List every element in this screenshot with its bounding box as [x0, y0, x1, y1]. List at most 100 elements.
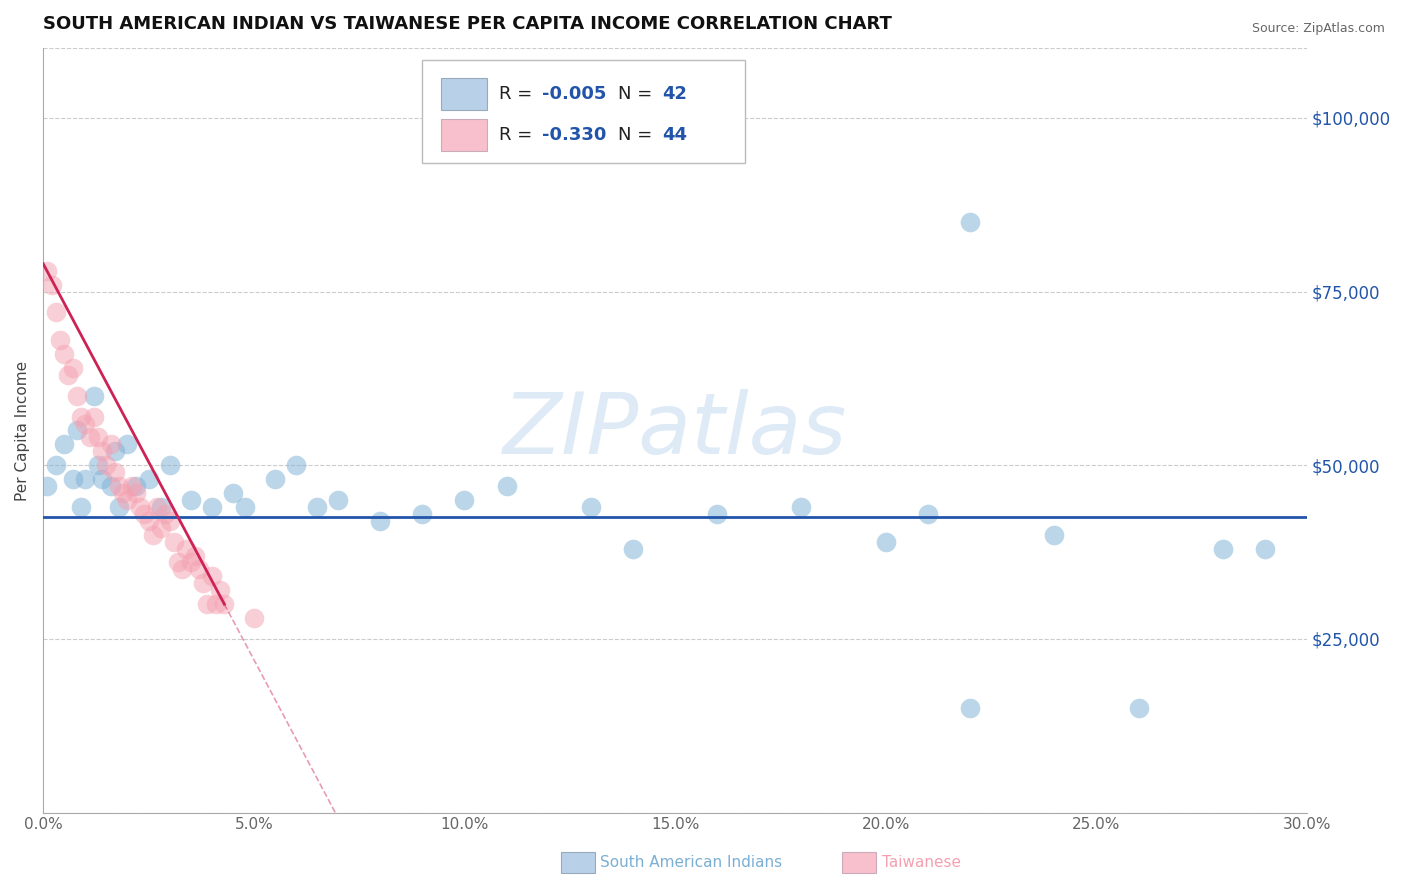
Point [959, 215, 981, 229]
Point [917, 507, 939, 521]
Point [326, 492, 349, 507]
Point [579, 500, 602, 514]
FancyBboxPatch shape [422, 60, 745, 163]
Point [104, 465, 127, 479]
Point [91, 444, 114, 458]
Point [70, 409, 93, 424]
Point [180, 556, 202, 570]
Point [1043, 527, 1066, 541]
Point [621, 541, 644, 556]
Text: R =: R = [499, 126, 538, 144]
Text: N =: N = [619, 126, 658, 144]
Point [209, 583, 232, 598]
Point [205, 597, 228, 611]
Text: 42: 42 [662, 86, 688, 103]
Text: ZIPatlas: ZIPatlas [503, 389, 848, 472]
Text: 44: 44 [662, 126, 688, 144]
FancyBboxPatch shape [441, 78, 486, 111]
Point [1128, 701, 1150, 715]
Text: Source: ZipAtlas.com: Source: ZipAtlas.com [1251, 22, 1385, 36]
Point [193, 576, 215, 591]
Point [146, 500, 169, 514]
Point [138, 472, 160, 486]
Point [159, 514, 181, 528]
Point [959, 701, 981, 715]
Point [1212, 541, 1234, 556]
Point [706, 507, 728, 521]
Point [87, 458, 110, 473]
Point [790, 500, 813, 514]
Point [53, 347, 76, 361]
Point [121, 479, 143, 493]
Point [125, 486, 148, 500]
Point [138, 514, 160, 528]
Text: Taiwanese: Taiwanese [882, 855, 960, 870]
Text: -0.330: -0.330 [543, 126, 607, 144]
Point [62, 472, 84, 486]
Text: N =: N = [619, 86, 658, 103]
Point [305, 500, 328, 514]
Point [495, 479, 517, 493]
Text: SOUTH AMERICAN INDIAN VS TAIWANESE PER CAPITA INCOME CORRELATION CHART: SOUTH AMERICAN INDIAN VS TAIWANESE PER C… [44, 15, 891, 33]
Point [58, 368, 80, 382]
Point [142, 527, 165, 541]
Point [37, 264, 59, 278]
Text: South American Indians: South American Indians [600, 855, 783, 870]
Point [79, 430, 101, 444]
Point [214, 597, 236, 611]
Point [41, 277, 63, 292]
Point [159, 458, 181, 473]
Point [188, 562, 211, 576]
Point [201, 500, 224, 514]
Point [49, 333, 72, 347]
Point [100, 437, 122, 451]
Point [125, 479, 148, 493]
Point [134, 507, 156, 521]
Point [201, 569, 224, 583]
Point [70, 500, 93, 514]
Point [1254, 541, 1277, 556]
FancyBboxPatch shape [441, 119, 486, 151]
Point [37, 479, 59, 493]
Point [176, 541, 198, 556]
Text: -0.005: -0.005 [543, 86, 607, 103]
Point [368, 514, 391, 528]
Point [62, 361, 84, 376]
Point [108, 479, 131, 493]
Point [91, 472, 114, 486]
Point [96, 458, 118, 473]
Point [112, 486, 135, 500]
Point [284, 458, 307, 473]
Point [104, 444, 127, 458]
Point [235, 500, 257, 514]
Point [411, 507, 433, 521]
Y-axis label: Per Capita Income: Per Capita Income [15, 360, 30, 500]
Point [75, 472, 97, 486]
Point [875, 534, 897, 549]
Point [163, 534, 186, 549]
Point [45, 305, 67, 319]
Point [53, 437, 76, 451]
Point [83, 409, 105, 424]
Point [184, 549, 207, 563]
Point [45, 458, 67, 473]
Point [264, 472, 287, 486]
Point [243, 611, 266, 625]
Point [117, 492, 139, 507]
Point [180, 492, 202, 507]
Point [155, 507, 177, 521]
Point [197, 597, 219, 611]
Point [129, 500, 152, 514]
Point [172, 562, 194, 576]
Point [100, 479, 122, 493]
Text: R =: R = [499, 86, 538, 103]
Point [75, 417, 97, 431]
Point [167, 556, 190, 570]
Point [222, 486, 245, 500]
Point [87, 430, 110, 444]
Point [453, 492, 475, 507]
Point [108, 500, 131, 514]
Point [83, 389, 105, 403]
Point [150, 500, 173, 514]
Point [66, 389, 89, 403]
